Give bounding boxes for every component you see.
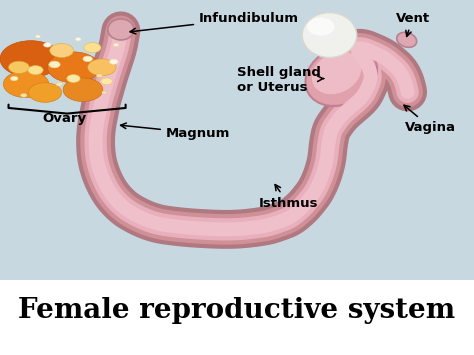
- Circle shape: [9, 61, 29, 73]
- Text: Ovary: Ovary: [42, 112, 86, 125]
- Circle shape: [75, 38, 81, 41]
- Text: Vagina: Vagina: [404, 105, 456, 134]
- Circle shape: [101, 78, 112, 85]
- Circle shape: [102, 91, 107, 94]
- Circle shape: [44, 43, 51, 47]
- Text: Vent: Vent: [396, 12, 430, 37]
- Circle shape: [84, 43, 101, 53]
- Ellipse shape: [397, 32, 417, 47]
- Text: Female reproductive system: Female reproductive system: [18, 297, 456, 324]
- Circle shape: [49, 61, 60, 68]
- Circle shape: [47, 52, 100, 83]
- Circle shape: [88, 59, 116, 76]
- Text: Infundibulum: Infundibulum: [130, 12, 299, 34]
- Text: Magnum: Magnum: [120, 123, 230, 140]
- Ellipse shape: [312, 51, 361, 94]
- Circle shape: [67, 75, 80, 82]
- Circle shape: [50, 43, 73, 58]
- Text: Isthmus: Isthmus: [258, 185, 318, 210]
- Circle shape: [36, 35, 40, 38]
- Circle shape: [113, 43, 119, 47]
- Ellipse shape: [302, 13, 356, 58]
- Ellipse shape: [108, 19, 134, 40]
- Circle shape: [83, 56, 92, 62]
- Circle shape: [20, 93, 27, 97]
- Circle shape: [3, 71, 49, 98]
- Circle shape: [0, 41, 62, 77]
- Circle shape: [28, 83, 62, 102]
- Text: Shell gland
or Uterus: Shell gland or Uterus: [237, 66, 324, 94]
- Circle shape: [109, 59, 118, 64]
- Circle shape: [28, 66, 43, 75]
- Ellipse shape: [307, 18, 335, 36]
- Circle shape: [63, 78, 103, 102]
- Circle shape: [96, 74, 103, 78]
- Ellipse shape: [305, 45, 377, 106]
- Circle shape: [10, 76, 18, 81]
- Circle shape: [56, 82, 63, 86]
